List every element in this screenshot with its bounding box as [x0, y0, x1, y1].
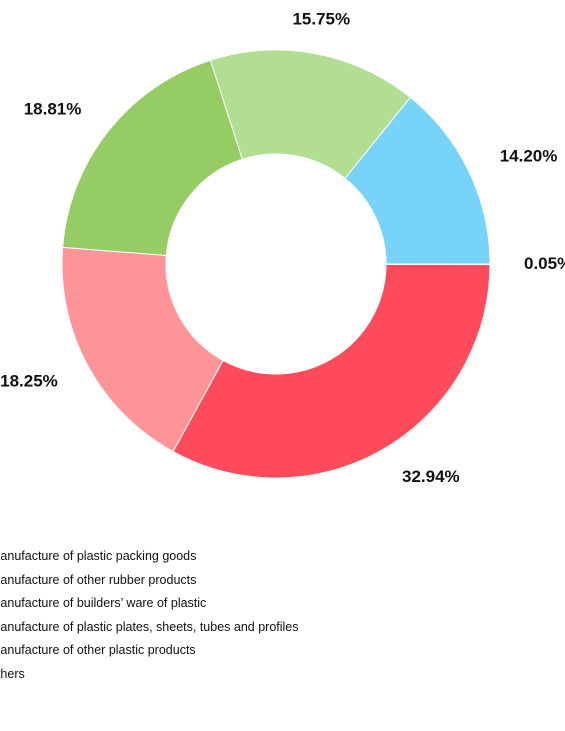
legend-entry: manufacture of plastic packing goods [0, 549, 197, 563]
chart-legend: manufacture of plastic packing goods manu… [0, 545, 299, 686]
slice-value-label: 0.05% [524, 254, 565, 273]
slice-value-label: 14.20% [500, 146, 558, 165]
legend-entry: manufacture of plastic plates, sheets, t… [0, 619, 299, 634]
slice-value-label: 32.94% [402, 467, 460, 486]
legend-entry: manufacture of other plastic products [0, 643, 196, 657]
slice-value-label: 18.81% [24, 100, 82, 119]
pie-slice [62, 59, 243, 256]
pie-slice [172, 263, 491, 479]
slice-value-label: 18.25% [0, 371, 58, 390]
legend-entry: manufacture of other rubber products [0, 572, 197, 587]
legend-entry: manufacture of builders’ ware of plastic [0, 596, 207, 610]
slice-value-label: 15.75% [292, 10, 350, 29]
pie-slice [344, 96, 491, 265]
pie-slice [209, 49, 412, 180]
legend-entry: others [0, 666, 25, 681]
donut-chart: 0.05% 32.94% 18.25% 18.81% 15.75% 14.20% [0, 10, 565, 486]
pie-slice [61, 246, 224, 453]
